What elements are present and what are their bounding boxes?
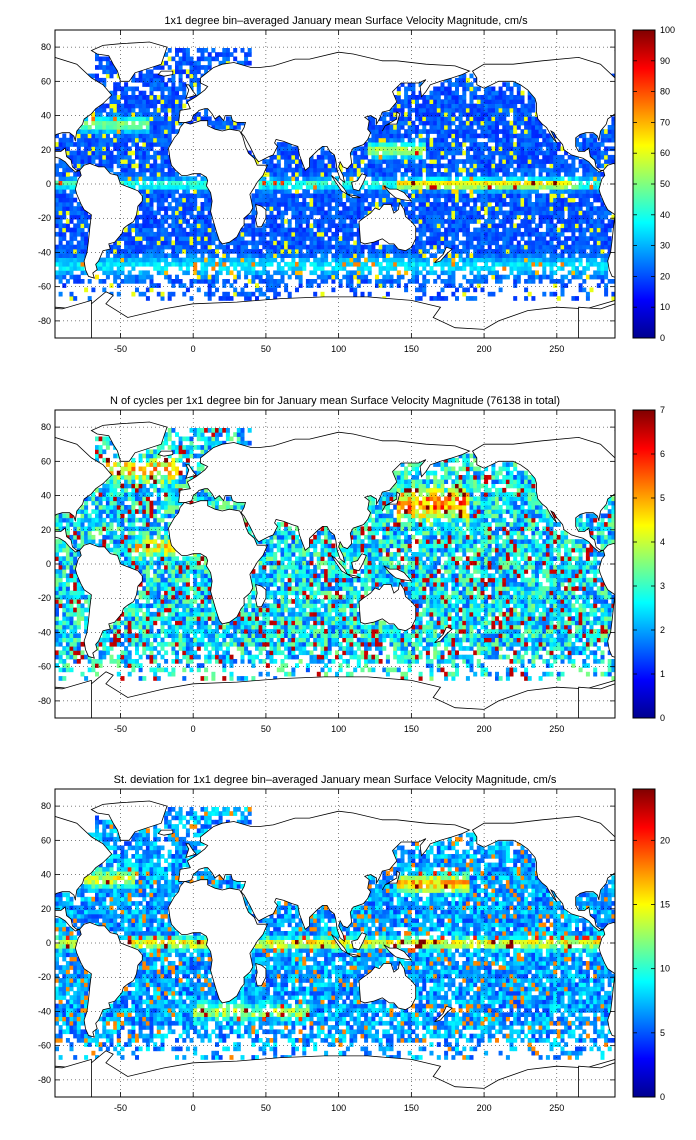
data-field <box>55 48 615 301</box>
colorbar-cycles: 0 1 2 3 4 5 6 7 <box>632 405 665 723</box>
coastlines <box>55 421 615 718</box>
x-tick-label: 50 <box>261 1103 271 1113</box>
x-tick-label: 100 <box>331 344 346 354</box>
y-tick-label: 60 <box>41 456 51 466</box>
colorbar-tick-label: 1 <box>660 669 665 679</box>
x-tick-label: 0 <box>191 724 196 734</box>
x-tick-label: 200 <box>477 1103 492 1113</box>
x-tick-label: 250 <box>549 724 564 734</box>
y-tick-label: -20 <box>38 593 51 603</box>
colorbar-tick-label: 10 <box>660 964 670 974</box>
colorbar-tick-label: 4 <box>660 537 665 547</box>
map-plot-cycles: -50 0 50 100 150 200 250 -80 -60 -40 -20 0 20 40 60 80 <box>38 409 616 734</box>
colorbar-tick-label: 5 <box>660 493 665 503</box>
colorbar-tick-label: 6 <box>660 449 665 459</box>
y-tick-label: -40 <box>38 627 51 637</box>
grid-lines <box>55 410 615 718</box>
x-tick-label: 100 <box>331 1103 346 1113</box>
colorbar-gradient <box>632 409 656 719</box>
y-tick-label: 80 <box>41 422 51 432</box>
x-tick-label: 0 <box>191 344 196 354</box>
x-tick-label: -50 <box>114 724 127 734</box>
y-tick-label: -80 <box>38 696 51 706</box>
colorbar-tick-label: 100 <box>660 25 675 35</box>
data-field <box>55 428 615 681</box>
panel-speed: 1x1 degree bin–averaged January mean Sur… <box>38 15 675 354</box>
y-tick-label: 0 <box>46 179 51 189</box>
colorbar-tick-label: 70 <box>660 117 670 127</box>
x-tick-label: 150 <box>404 1103 419 1113</box>
y-tick-label: -60 <box>38 662 51 672</box>
coastlines <box>55 41 615 338</box>
y-tick-label: 20 <box>41 525 51 535</box>
x-tick-label: 250 <box>549 344 564 354</box>
chart-title-stdev: St. deviation for 1x1 degree bin–average… <box>114 774 557 786</box>
x-tick-label: 250 <box>549 1103 564 1113</box>
colorbar-speed: 0 10 20 30 40 50 60 70 80 90 100 <box>632 25 675 343</box>
y-tick-label: 60 <box>41 76 51 86</box>
colorbar-tick-label: 7 <box>660 405 665 415</box>
x-tick-label: 150 <box>404 724 419 734</box>
y-tick-label: -80 <box>38 1075 51 1085</box>
x-tick-label: 50 <box>261 724 271 734</box>
grid-lines <box>55 30 615 338</box>
chart-title-speed: 1x1 degree bin–averaged January mean Sur… <box>164 15 528 27</box>
map-plot-stdev: -50 0 50 100 150 200 250 -80 -60 -40 -20 0 20 40 60 80 <box>38 788 616 1113</box>
y-tick-label: 20 <box>41 904 51 914</box>
x-tick-label: -50 <box>114 344 127 354</box>
y-tick-label: 60 <box>41 835 51 845</box>
colorbar-tick-label: 0 <box>660 333 665 343</box>
coastlines <box>55 800 615 1097</box>
y-tick-label: -60 <box>38 1041 51 1051</box>
x-tick-label: -50 <box>114 1103 127 1113</box>
y-tick-label: -80 <box>38 316 51 326</box>
colorbar-stdev: 0 5 10 15 20 <box>632 788 670 1102</box>
y-tick-label: 0 <box>46 559 51 569</box>
colorbar-tick-label: 40 <box>660 210 670 220</box>
colorbar-gradient <box>632 788 656 1098</box>
y-tick-label: 80 <box>41 801 51 811</box>
y-tick-label: -20 <box>38 972 51 982</box>
y-tick-label: -60 <box>38 282 51 292</box>
colorbar-tick-label: 3 <box>660 581 665 591</box>
map-plot-speed: -50 0 50 100 150 200 250 -80 -60 -40 -20 0 20 40 60 80 <box>38 29 616 354</box>
y-tick-label: 20 <box>41 145 51 155</box>
colorbar-tick-label: 20 <box>660 271 670 281</box>
colorbar-tick-label: 60 <box>660 148 670 158</box>
colorbar-tick-label: 30 <box>660 241 670 251</box>
colorbar-tick-label: 10 <box>660 302 670 312</box>
colorbar-tick-label: 90 <box>660 56 670 66</box>
y-tick-label: -20 <box>38 213 51 223</box>
colorbar-tick-label: 20 <box>660 835 670 845</box>
colorbar-tick-label: 15 <box>660 900 670 910</box>
colorbar-tick-label: 50 <box>660 179 670 189</box>
chart-title-cycles: N of cycles per 1x1 degree bin for Janua… <box>110 395 560 407</box>
colorbar-tick-label: 5 <box>660 1028 665 1038</box>
x-tick-label: 100 <box>331 724 346 734</box>
colorbar-tick-label: 0 <box>660 713 665 723</box>
y-tick-label: 40 <box>41 491 51 501</box>
x-tick-label: 150 <box>404 344 419 354</box>
x-tick-label: 50 <box>261 344 271 354</box>
y-tick-label: 0 <box>46 938 51 948</box>
colorbar-tick-label: 0 <box>660 1092 665 1102</box>
grid-lines <box>55 789 615 1097</box>
y-tick-label: -40 <box>38 1006 51 1016</box>
x-tick-label: 200 <box>477 724 492 734</box>
x-tick-label: 0 <box>191 1103 196 1113</box>
panel-cycles: N of cycles per 1x1 degree bin for Janua… <box>38 395 665 734</box>
y-tick-label: 40 <box>41 870 51 880</box>
y-tick-label: 40 <box>41 111 51 121</box>
colorbar-tick-label: 2 <box>660 625 665 635</box>
x-tick-label: 200 <box>477 344 492 354</box>
colorbar-tick-label: 80 <box>660 87 670 97</box>
y-tick-label: -40 <box>38 247 51 257</box>
data-field <box>55 807 615 1060</box>
y-tick-label: 80 <box>41 42 51 52</box>
panel-stdev: St. deviation for 1x1 degree bin–average… <box>38 774 670 1113</box>
